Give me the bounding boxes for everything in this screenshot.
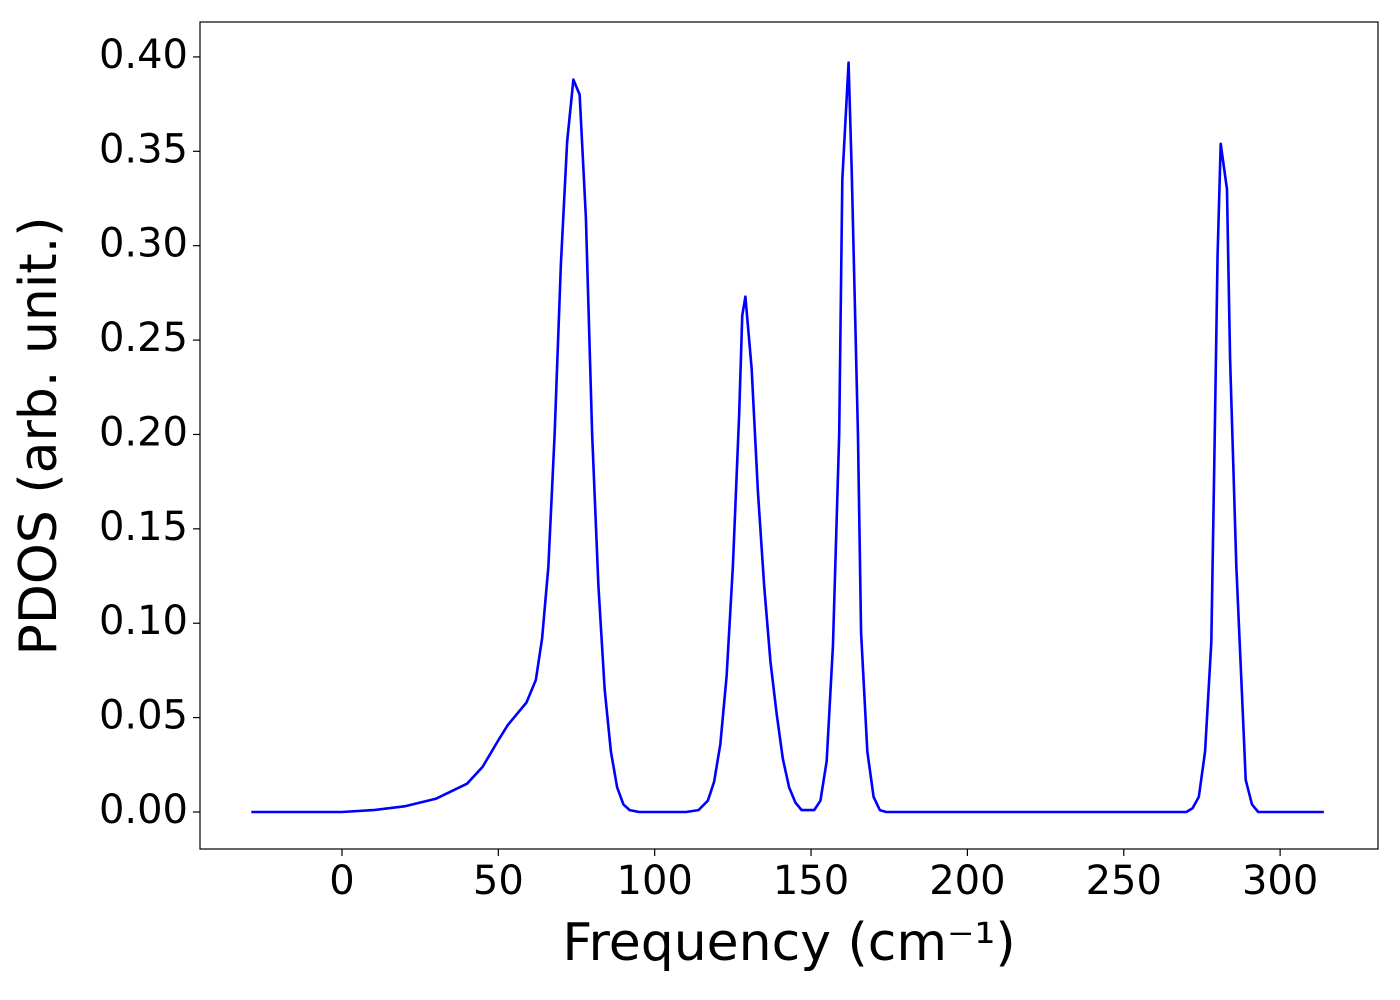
x-tick-label: 250 <box>1086 858 1162 904</box>
y-tick-label: 0.15 <box>99 504 188 550</box>
y-tick-label: 0.00 <box>99 787 188 833</box>
y-tick-label: 0.40 <box>99 32 188 78</box>
x-tick-label: 0 <box>329 858 354 904</box>
x-tick-label: 200 <box>929 858 1005 904</box>
y-axis-label: PDOS (arb. unit.) <box>9 216 69 655</box>
y-tick-label: 0.20 <box>99 409 188 455</box>
data-line <box>251 61 1324 814</box>
y-tick-label: 0.05 <box>99 693 188 739</box>
x-tick-label: 100 <box>617 858 693 904</box>
y-tick-label: 0.30 <box>99 221 188 267</box>
x-axis-label: Frequency (cm⁻¹) <box>562 913 1015 973</box>
x-tick-label: 300 <box>1242 858 1318 904</box>
y-tick-label: 0.25 <box>99 315 188 361</box>
y-tick-label: 0.10 <box>99 598 188 644</box>
plot-frame <box>199 21 1379 850</box>
x-tick-label: 50 <box>473 858 524 904</box>
y-tick-label: 0.35 <box>99 126 188 172</box>
x-tick-label: 150 <box>773 858 849 904</box>
